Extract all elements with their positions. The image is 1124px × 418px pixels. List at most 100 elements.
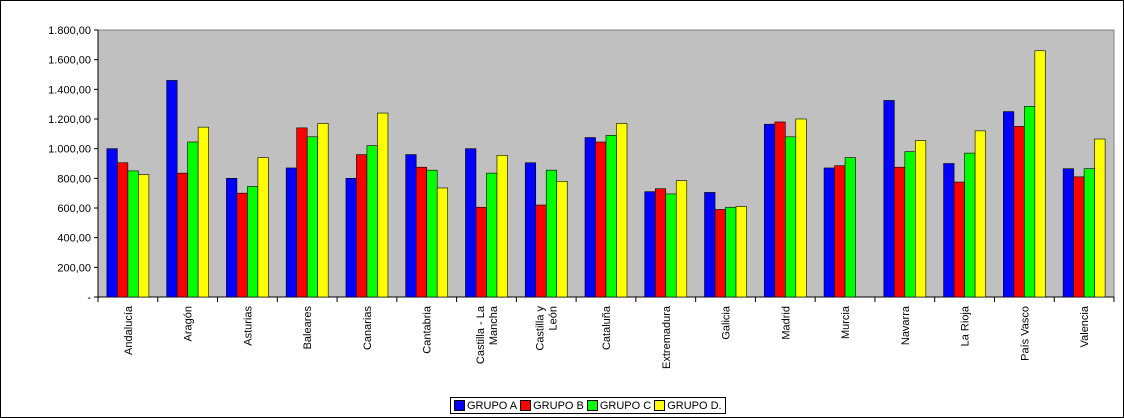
legend-swatch xyxy=(454,400,465,411)
bar xyxy=(883,100,895,298)
bar xyxy=(784,136,797,298)
x-tick-label: Madrid xyxy=(780,306,792,340)
bar xyxy=(616,123,628,298)
bar xyxy=(524,162,537,298)
legend-item: GRUPO A xyxy=(454,400,517,412)
y-axis: - 200,00 400,00 600,00 800,00 1.000,00 1.200,0… xyxy=(48,25,99,304)
x-tick-label: País Vasco xyxy=(1019,306,1031,361)
bar xyxy=(795,118,807,298)
bar xyxy=(894,166,906,298)
legend-label: GRUPO B xyxy=(533,399,584,412)
bar xyxy=(644,191,656,298)
y-tick-label: 1.400,00 xyxy=(48,84,91,96)
bar xyxy=(436,187,449,298)
bar xyxy=(915,140,927,298)
bar xyxy=(1094,138,1106,298)
bar xyxy=(556,181,568,298)
bar xyxy=(545,169,558,298)
y-tick-label: - xyxy=(87,292,91,304)
bar xyxy=(166,80,178,298)
bar xyxy=(366,145,378,298)
bar xyxy=(774,121,786,298)
bar xyxy=(486,172,498,298)
x-tick-label: Valencia xyxy=(1079,305,1091,347)
bar xyxy=(236,192,248,298)
bar xyxy=(953,181,965,298)
bar xyxy=(138,174,150,298)
bar xyxy=(675,180,688,298)
bar xyxy=(306,136,318,298)
bar xyxy=(605,135,617,298)
x-tick-label: Extremadura xyxy=(661,305,673,369)
bar xyxy=(405,154,417,298)
bar xyxy=(415,166,428,298)
legend-label: GRUPO C xyxy=(599,399,652,412)
bar xyxy=(714,209,726,298)
bar xyxy=(1062,168,1074,298)
bar xyxy=(974,130,986,298)
bar xyxy=(106,148,118,298)
bar xyxy=(1013,126,1025,298)
legend-swatch xyxy=(520,400,532,411)
y-tick-label: 200,00 xyxy=(57,262,91,274)
bar xyxy=(1034,50,1046,298)
bar xyxy=(247,186,259,298)
y-tick-label: 1.600,00 xyxy=(48,55,91,67)
x-tick-label: Baleares xyxy=(302,306,314,350)
legend-label: GRUPO D. xyxy=(667,399,722,412)
bar xyxy=(377,112,389,298)
bar xyxy=(317,123,329,298)
x-tick-label: Andalucía xyxy=(123,305,135,355)
bar xyxy=(904,151,916,298)
bar xyxy=(735,206,747,298)
bar xyxy=(595,141,607,298)
x-tick-label: Murcia xyxy=(840,305,852,339)
x-tick-label: Asturias xyxy=(242,306,254,346)
bar xyxy=(356,154,368,298)
legend-item: GRUPO D. xyxy=(654,399,722,412)
bar xyxy=(584,137,596,298)
bar xyxy=(763,123,776,298)
y-tick-label: 1.000,00 xyxy=(48,144,91,156)
x-tick-label: Cantabria xyxy=(422,305,434,354)
x-tick-label: La Rioja xyxy=(960,305,972,346)
bar xyxy=(345,178,357,298)
y-tick-label: 800,00 xyxy=(57,173,91,185)
bar xyxy=(496,155,508,298)
bar xyxy=(1024,106,1036,298)
bar xyxy=(285,167,297,298)
bar xyxy=(704,192,716,298)
bar xyxy=(725,206,737,298)
bar xyxy=(1083,168,1095,298)
x-tick-label: Castilla - LaMancha xyxy=(475,305,500,364)
bar xyxy=(465,148,477,298)
legend-label: GRUPO A xyxy=(467,399,518,412)
bar xyxy=(964,152,976,298)
bar xyxy=(823,167,835,298)
bar xyxy=(176,172,188,298)
bar xyxy=(117,162,129,298)
legend: GRUPO A GRUPO B GRUPO C GRUPO D. xyxy=(450,397,726,414)
bar xyxy=(127,170,139,298)
x-tick-label: Canarias xyxy=(362,306,374,351)
bar xyxy=(943,163,955,298)
bar xyxy=(654,188,667,298)
y-tick-label: 1.800,00 xyxy=(48,25,91,37)
x-tick-label: Cataluña xyxy=(601,305,613,350)
legend-swatch xyxy=(654,400,666,411)
legend-swatch xyxy=(586,400,598,411)
bar xyxy=(197,126,209,298)
bar xyxy=(1003,111,1015,298)
bar xyxy=(535,204,547,298)
bar xyxy=(844,157,856,298)
x-tick-label: Navarra xyxy=(900,305,912,345)
legend-item: GRUPO C xyxy=(586,399,652,412)
x-tick-label: Aragón xyxy=(183,306,195,341)
bar xyxy=(257,157,269,298)
bar xyxy=(187,141,199,298)
bar xyxy=(1073,176,1085,298)
bar xyxy=(665,193,677,298)
bar xyxy=(834,165,846,298)
y-tick-label: 600,00 xyxy=(57,203,91,215)
